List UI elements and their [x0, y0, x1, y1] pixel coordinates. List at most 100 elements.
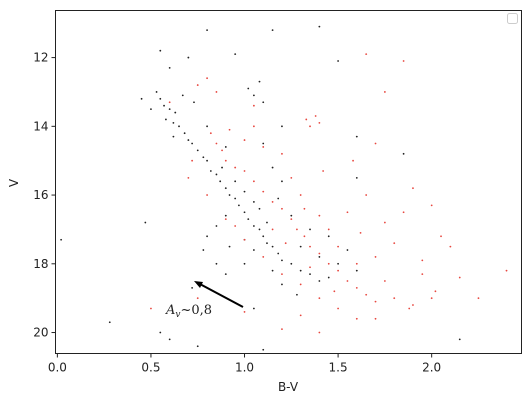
point: [355, 317, 358, 320]
point: [196, 345, 199, 348]
point: [206, 159, 208, 162]
point: [359, 231, 362, 234]
annotation: Av~0,8: [165, 303, 212, 320]
point: [243, 139, 246, 141]
y-tick-label: 14: [33, 119, 48, 133]
point: [355, 262, 358, 265]
annotation-suffix: ~0,8: [180, 303, 212, 318]
point: [202, 249, 205, 251]
y-tick-label: 18: [33, 257, 48, 271]
point: [393, 297, 396, 300]
point: [187, 56, 190, 59]
point: [262, 348, 265, 351]
point: [355, 135, 358, 138]
point: [168, 66, 171, 69]
point: [60, 238, 63, 241]
point: [458, 276, 461, 279]
point: [215, 173, 218, 176]
point: [206, 29, 208, 31]
point: [296, 293, 298, 296]
point: [234, 180, 237, 183]
point: [224, 159, 227, 162]
point: [421, 273, 424, 276]
point: [318, 214, 321, 217]
point: [408, 307, 411, 310]
point: [159, 331, 162, 334]
point: [303, 207, 306, 210]
plot-frame: [55, 10, 522, 354]
point: [327, 276, 330, 279]
point: [383, 280, 386, 282]
point: [172, 121, 175, 124]
point: [337, 245, 339, 248]
point: [440, 235, 442, 238]
point: [299, 194, 302, 196]
point: [290, 214, 293, 217]
point: [243, 311, 246, 313]
y-tick-label: 16: [33, 188, 48, 202]
point: [215, 142, 218, 145]
point: [299, 245, 302, 248]
point: [252, 307, 255, 310]
point: [402, 211, 405, 214]
point: [337, 262, 339, 265]
point: [187, 139, 190, 141]
point: [196, 149, 199, 152]
point: [318, 252, 321, 255]
point: [234, 225, 237, 227]
point: [191, 286, 194, 289]
point: [271, 201, 274, 203]
point: [224, 187, 227, 190]
point: [219, 180, 222, 183]
point: [309, 125, 311, 128]
point: [215, 225, 218, 227]
point: [252, 94, 255, 97]
point: [165, 118, 167, 121]
point: [314, 115, 317, 117]
point: [202, 156, 205, 159]
annotation-subscript: v: [175, 310, 180, 320]
point: [309, 228, 311, 231]
point: [150, 108, 152, 111]
point: [262, 101, 265, 104]
point: [174, 111, 177, 114]
y-tick-label: 20: [33, 326, 48, 340]
point: [374, 142, 377, 145]
point: [318, 297, 321, 300]
point: [393, 242, 396, 245]
point: [196, 297, 199, 300]
point: [421, 259, 424, 262]
point: [262, 142, 265, 145]
point: [281, 125, 283, 128]
x-tick-label: 2.0: [422, 361, 441, 375]
point: [228, 194, 231, 196]
point: [262, 146, 265, 148]
point: [209, 170, 212, 172]
point: [168, 338, 171, 341]
point: [355, 286, 358, 289]
point: [271, 29, 274, 31]
point: [365, 53, 368, 56]
point: [155, 91, 158, 93]
point: [258, 207, 261, 210]
point: [434, 290, 437, 293]
point: [277, 197, 280, 200]
point: [290, 176, 293, 179]
point: [322, 170, 325, 172]
point: [327, 235, 330, 238]
point: [374, 256, 377, 258]
point: [337, 60, 339, 62]
point: [365, 293, 368, 296]
point: [271, 166, 274, 169]
point: [271, 228, 274, 231]
point: [277, 252, 280, 255]
point: [140, 97, 143, 100]
point: [228, 128, 231, 131]
point: [305, 118, 308, 121]
point: [243, 262, 246, 265]
point: [221, 166, 223, 169]
point: [243, 190, 246, 193]
x-axis-label: B-V: [278, 380, 299, 394]
point: [221, 149, 223, 152]
point: [262, 256, 265, 258]
